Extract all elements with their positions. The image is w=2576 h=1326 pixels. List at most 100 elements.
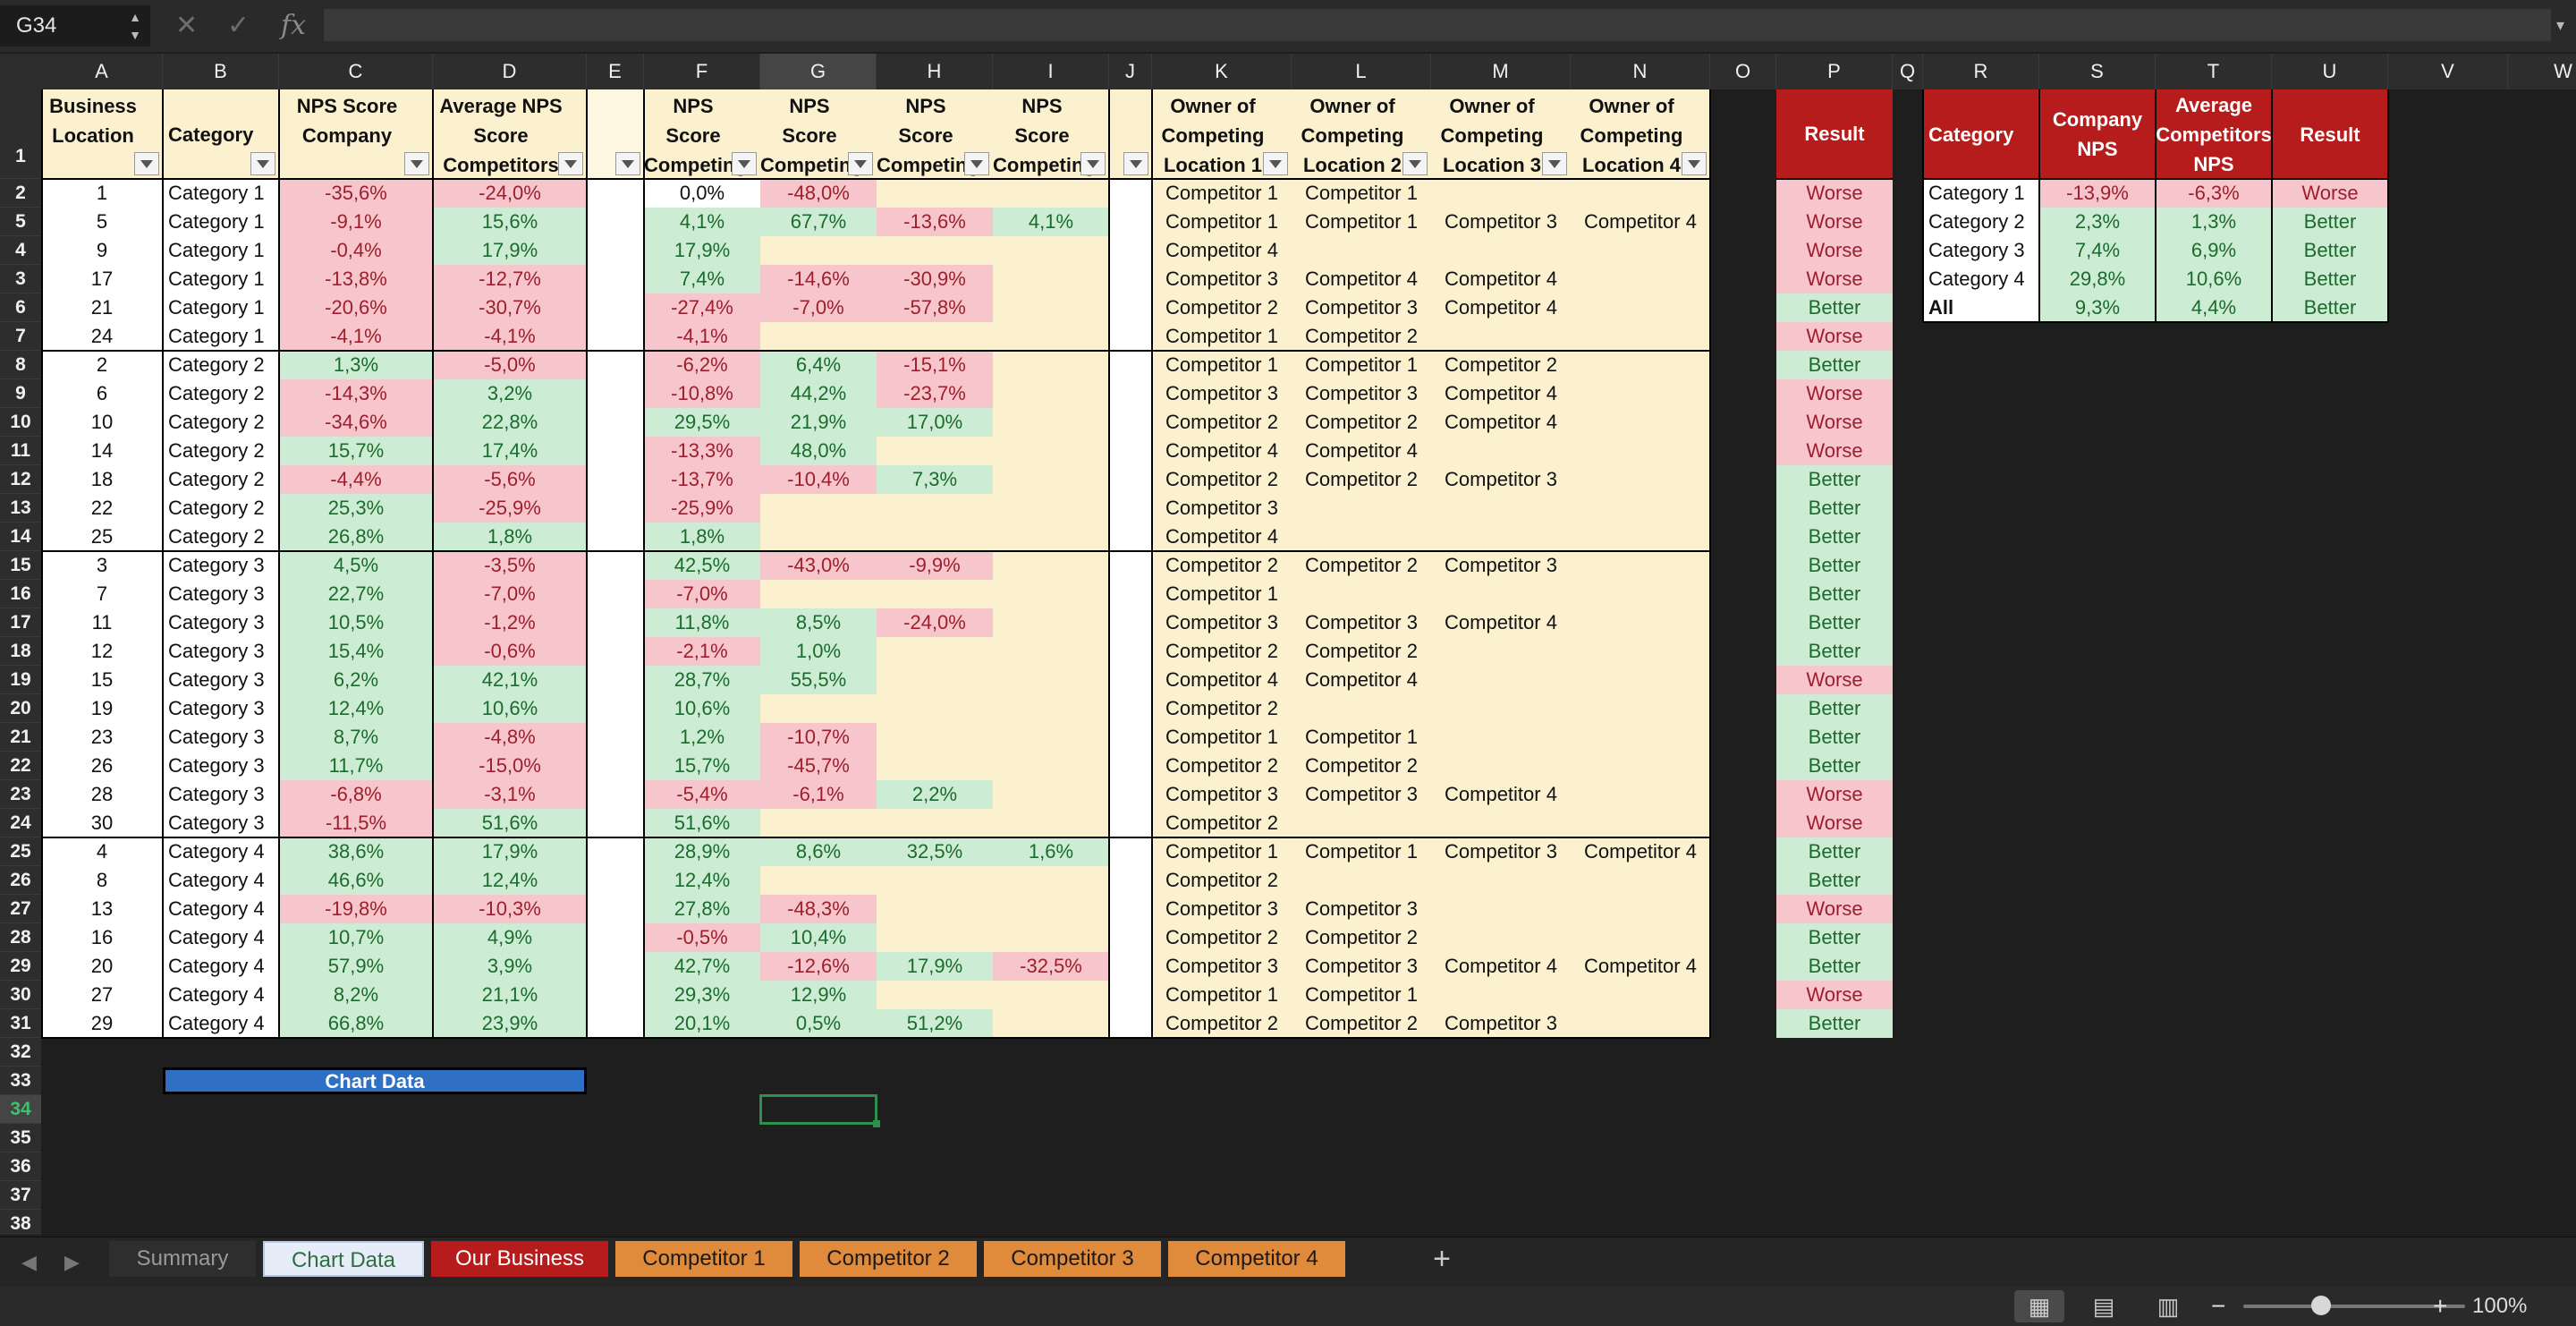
row-header-23[interactable]: 23 <box>0 780 41 809</box>
nps-cell-c[interactable]: -34,6% <box>279 408 433 437</box>
competitor-nps-cell-i[interactable] <box>993 866 1109 895</box>
spacer-cell[interactable] <box>1109 322 1152 351</box>
competitor-nps-cell-g[interactable]: 6,4% <box>760 351 877 379</box>
owner-cell-m[interactable]: Competitor 3 <box>1431 837 1571 866</box>
competitor-nps-cell-i[interactable] <box>993 637 1109 666</box>
row-header-28[interactable]: 28 <box>0 923 41 952</box>
category-cell[interactable]: Category 1 <box>163 208 279 236</box>
competitor-nps-cell-g[interactable]: -43,0% <box>760 551 877 580</box>
nps-cell-c[interactable]: -11,5% <box>279 809 433 837</box>
result-cell[interactable]: Better <box>1776 952 1893 981</box>
zoom-in-icon[interactable]: + <box>2433 1292 2448 1320</box>
spacer-cell[interactable] <box>587 952 644 981</box>
nps-cell-c[interactable]: -20,6% <box>279 293 433 322</box>
add-sheet-button[interactable]: + <box>1433 1242 1451 1276</box>
spacer-cell[interactable] <box>1109 179 1152 208</box>
competitor-nps-cell-i[interactable] <box>993 923 1109 952</box>
competitor-nps-cell-h[interactable]: 7,3% <box>877 465 993 494</box>
owner-cell-m[interactable] <box>1431 981 1571 1009</box>
spacer-cell[interactable] <box>1109 981 1152 1009</box>
location-cell[interactable]: 3 <box>41 551 163 580</box>
filter-dropdown-a-icon[interactable] <box>134 152 159 175</box>
competitor-nps-cell-h[interactable] <box>877 866 993 895</box>
column-header-g[interactable]: G <box>760 54 877 89</box>
owner-cell-l[interactable]: Competitor 2 <box>1292 923 1431 952</box>
owner-cell-m[interactable] <box>1431 666 1571 694</box>
owner-cell-k[interactable]: Competitor 2 <box>1152 752 1292 780</box>
owner-cell-k[interactable]: Competitor 1 <box>1152 580 1292 608</box>
competitor-nps-cell-g[interactable]: 55,5% <box>760 666 877 694</box>
zoom-out-icon[interactable]: − <box>2211 1292 2226 1320</box>
owner-cell-n[interactable] <box>1571 694 1710 723</box>
competitor-nps-cell-g[interactable]: -12,6% <box>760 952 877 981</box>
result-cell[interactable]: Worse <box>1776 322 1893 351</box>
owner-cell-k[interactable]: Competitor 1 <box>1152 322 1292 351</box>
filter-dropdown-j-icon[interactable] <box>1123 152 1148 175</box>
owner-cell-m[interactable] <box>1431 895 1571 923</box>
column-header-d[interactable]: D <box>433 54 587 89</box>
category-cell[interactable]: Category 1 <box>163 179 279 208</box>
owner-cell-k[interactable]: Competitor 2 <box>1152 866 1292 895</box>
owner-cell-m[interactable]: Competitor 4 <box>1431 265 1571 293</box>
competitor-nps-cell-f[interactable]: 28,9% <box>644 837 760 866</box>
spacer-cell[interactable] <box>1109 809 1152 837</box>
competitor-nps-cell-f[interactable]: 42,5% <box>644 551 760 580</box>
sheet-tab-our-business[interactable]: Our Business <box>431 1241 608 1277</box>
owner-cell-n[interactable] <box>1571 379 1710 408</box>
owner-cell-k[interactable]: Competitor 2 <box>1152 923 1292 952</box>
column-header-w[interactable]: W <box>2508 54 2576 89</box>
category-cell[interactable]: Category 3 <box>163 637 279 666</box>
result-cell[interactable]: Worse <box>1776 981 1893 1009</box>
competitor-nps-cell-g[interactable]: 0,5% <box>760 1009 877 1038</box>
owner-cell-n[interactable] <box>1571 780 1710 809</box>
spacer-cell[interactable] <box>587 379 644 408</box>
competitor-nps-cell-f[interactable]: 15,7% <box>644 752 760 780</box>
sheet-tab-competitor-2[interactable]: Competitor 2 <box>800 1241 977 1277</box>
spacer-cell[interactable] <box>1109 666 1152 694</box>
summary-result-cell[interactable]: Better <box>2272 208 2388 236</box>
location-cell[interactable]: 8 <box>41 866 163 895</box>
owner-cell-n[interactable]: Competitor 4 <box>1571 837 1710 866</box>
owner-cell-l[interactable]: Competitor 2 <box>1292 637 1431 666</box>
competitor-nps-cell-g[interactable]: -7,0% <box>760 293 877 322</box>
spacer-cell[interactable] <box>1109 637 1152 666</box>
owner-cell-m[interactable] <box>1431 866 1571 895</box>
competitor-nps-cell-i[interactable] <box>993 465 1109 494</box>
summary-competitors-cell[interactable]: 1,3% <box>2156 208 2272 236</box>
competitor-nps-cell-h[interactable] <box>877 179 993 208</box>
owner-cell-n[interactable] <box>1571 293 1710 322</box>
result-cell[interactable]: Worse <box>1776 809 1893 837</box>
row-header-15[interactable]: 15 <box>0 551 41 580</box>
row-header-10[interactable]: 10 <box>0 408 41 437</box>
name-box-stepper-icon[interactable]: ▲ ▼ <box>129 10 141 42</box>
location-cell[interactable]: 18 <box>41 465 163 494</box>
owner-cell-l[interactable]: Competitor 2 <box>1292 752 1431 780</box>
competitor-nps-cell-h[interactable] <box>877 236 993 265</box>
owner-cell-m[interactable] <box>1431 322 1571 351</box>
competitor-nps-cell-i[interactable] <box>993 780 1109 809</box>
competitor-nps-cell-h[interactable] <box>877 981 993 1009</box>
expand-formula-icon[interactable]: ▾ <box>2556 16 2565 34</box>
competitor-nps-cell-f[interactable]: -2,1% <box>644 637 760 666</box>
result-cell[interactable]: Worse <box>1776 265 1893 293</box>
column-header-s[interactable]: S <box>2039 54 2156 89</box>
competitor-nps-cell-f[interactable]: -0,5% <box>644 923 760 952</box>
owner-cell-l[interactable]: Competitor 3 <box>1292 895 1431 923</box>
spacer-cell[interactable] <box>587 752 644 780</box>
nps-cell-c[interactable]: -19,8% <box>279 895 433 923</box>
location-cell[interactable]: 5 <box>41 208 163 236</box>
competitor-nps-cell-h[interactable]: -57,8% <box>877 293 993 322</box>
nps-cell-d[interactable]: 1,8% <box>433 523 587 551</box>
spacer-cell[interactable] <box>587 265 644 293</box>
row-header-37[interactable]: 37 <box>0 1181 41 1210</box>
scroll-left-icon[interactable]: ◀ <box>21 1251 37 1273</box>
spacer-cell[interactable] <box>1109 723 1152 752</box>
owner-cell-l[interactable]: Competitor 1 <box>1292 981 1431 1009</box>
spacer-cell[interactable] <box>1109 923 1152 952</box>
spacer-cell[interactable] <box>587 408 644 437</box>
column-header-q[interactable]: Q <box>1893 54 1923 89</box>
location-cell[interactable]: 7 <box>41 580 163 608</box>
owner-cell-k[interactable]: Competitor 3 <box>1152 379 1292 408</box>
competitor-nps-cell-g[interactable]: 1,0% <box>760 637 877 666</box>
row-header-21[interactable]: 21 <box>0 723 41 752</box>
